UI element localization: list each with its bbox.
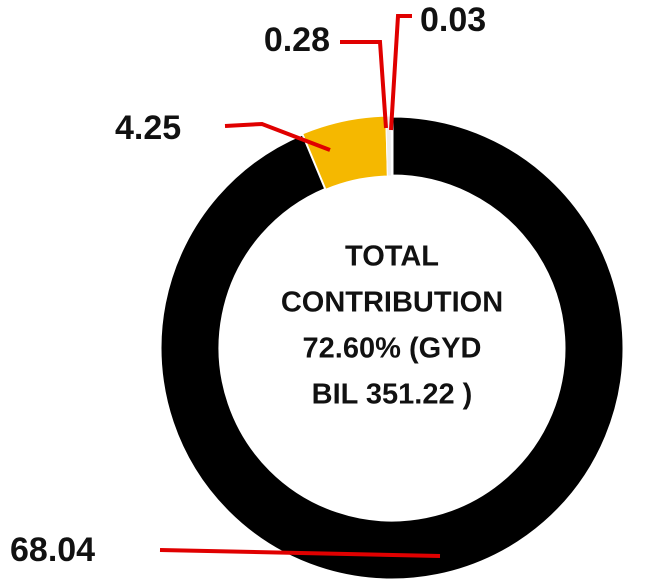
- center-text-line: TOTAL: [345, 241, 439, 273]
- data-labels: 68.04 4.25 0.28 0.03: [10, 1, 486, 569]
- donut: [158, 114, 626, 582]
- leader-line: [340, 40, 388, 129]
- center-text-line: 72.60% (GYD: [303, 333, 482, 365]
- data-label: 4.25: [115, 109, 181, 147]
- data-label: 0.03: [420, 1, 486, 39]
- data-label: 68.04: [10, 531, 95, 569]
- leader-line: [224, 121, 331, 152]
- center-text-line: CONTRIBUTION: [281, 287, 503, 319]
- data-label: 0.28: [264, 21, 330, 59]
- center-text-line: BIL 351.22 ): [312, 379, 473, 411]
- leader-line: [389, 14, 412, 131]
- leader-line: [159, 548, 441, 558]
- donut-slice: [158, 114, 626, 582]
- center-text: TOTAL CONTRIBUTION 72.60% (GYD BIL 351.22 ): [281, 241, 503, 411]
